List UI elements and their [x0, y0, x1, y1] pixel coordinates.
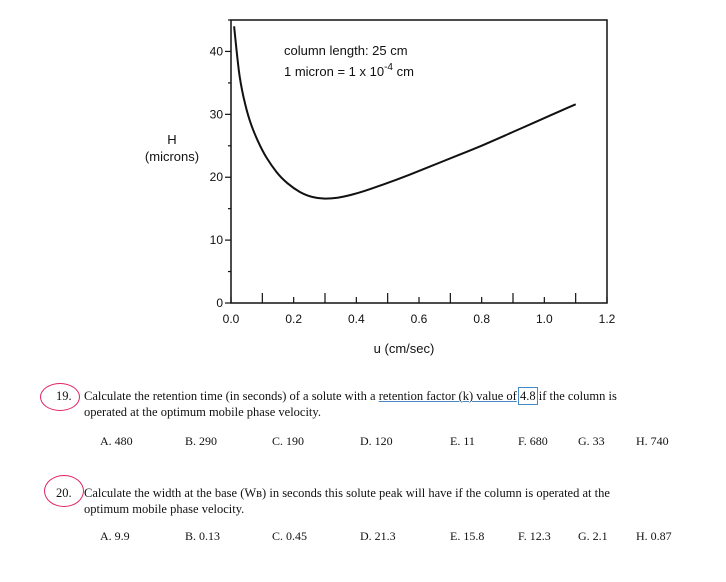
annotation-micron-conversion: 1 micron = 1 x 10-4 cm: [284, 62, 414, 79]
question-20: 20. Calculate the width at the base (Wʙ)…: [48, 485, 718, 519]
plate-height-curve: [233, 26, 577, 200]
question-19-boxed-value: 4.8: [518, 387, 538, 405]
question-20-text-line1: Calculate the width at the base (Wʙ) in …: [84, 486, 610, 500]
q20-choice-c[interactable]: C. 0.45: [272, 529, 308, 543]
annotation-column-length: column length: 25 cm: [284, 43, 408, 58]
question-20-text-line2: optimum mobile phase velocity.: [84, 502, 245, 516]
question-19-text-line2: operated at the optimum mobile phase vel…: [84, 405, 321, 419]
x-axis-label: u (cm/sec): [374, 341, 435, 356]
q20-choice-a[interactable]: A. 9.9: [100, 529, 130, 543]
x-axis-ticks: 0.0 0.2 0.4 0.6 0.8 1.0 1.2: [223, 293, 616, 326]
y-tick-label: 10: [210, 233, 224, 247]
q20-choice-f[interactable]: F. 12.3: [518, 529, 551, 543]
question-20-number: 20.: [56, 486, 72, 500]
y-axis-label-h: H: [167, 132, 176, 147]
q20-choice-h[interactable]: H. 0.87: [636, 529, 672, 543]
q20-choice-g[interactable]: G. 2.1: [578, 529, 608, 543]
question-19-choices: A. 480 B. 290 C. 190 D. 120 E. 11 F. 680…: [0, 434, 690, 450]
question-19: 19. Calculate the retention time (in sec…: [48, 387, 718, 422]
y-tick-label: 0: [216, 296, 223, 310]
q19-choice-b[interactable]: B. 290: [185, 434, 218, 448]
question-20-choices: A. 9.9 B. 0.13 C. 0.45 D. 21.3 E. 15.8 F…: [0, 529, 690, 545]
x-tick-label: 0.0: [223, 312, 240, 326]
q19-choice-c[interactable]: C. 190: [272, 434, 305, 448]
q19-choice-g[interactable]: G. 33: [578, 434, 605, 448]
question-19-text-line1: Calculate the retention time (in seconds…: [84, 387, 617, 405]
q20-choice-e[interactable]: E. 15.8: [450, 529, 485, 543]
q20-choice-b[interactable]: B. 0.13: [185, 529, 221, 543]
y-axis-ticks: 0 10 20 30 40: [210, 19, 231, 310]
x-tick-label: 0.6: [411, 312, 428, 326]
q19-choice-f[interactable]: F. 680: [518, 434, 548, 448]
plot-frame: [230, 19, 608, 304]
x-tick-label: 0.8: [473, 312, 490, 326]
x-tick-label: 0.4: [348, 312, 365, 326]
q19-choice-a[interactable]: A. 480: [100, 434, 133, 448]
question-19-text-start: Calculate the retention time (in seconds…: [84, 389, 379, 403]
y-tick-label: 20: [210, 170, 224, 184]
q20-choice-d[interactable]: D. 21.3: [360, 529, 396, 543]
hu-plot: 0 10 20 30 40 0.0 0.2 0.4 0.6 0.8 1.0 1.2 H (micro…: [145, 19, 616, 356]
y-tick-label: 30: [210, 107, 224, 121]
y-axis-label-units: (microns): [145, 149, 199, 164]
y-tick-label: 40: [210, 44, 224, 58]
x-tick-label: 1.2: [599, 312, 616, 326]
q19-choice-d[interactable]: D. 120: [360, 434, 393, 448]
question-19-text-end: if the column is: [535, 389, 617, 403]
question-19-underlined-phrase: retention factor (k) value of: [378, 389, 517, 403]
x-tick-label: 1.0: [536, 312, 553, 326]
q19-choice-h[interactable]: H. 740: [636, 434, 669, 448]
question-19-number: 19.: [56, 389, 72, 403]
x-tick-label: 0.2: [285, 312, 302, 326]
q19-choice-e[interactable]: E. 11: [450, 434, 475, 448]
